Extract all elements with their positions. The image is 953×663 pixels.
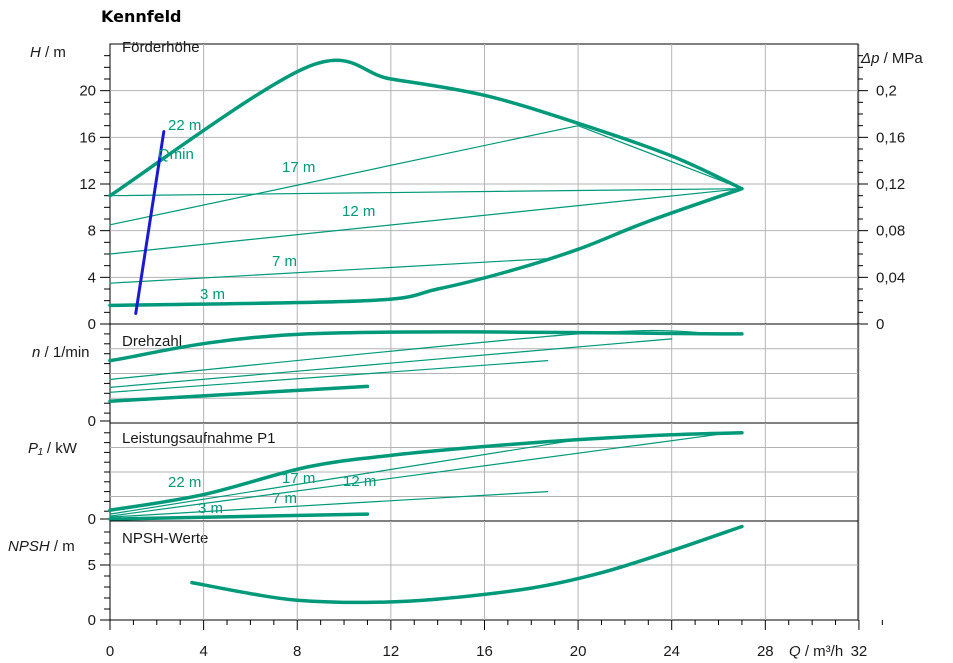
y-tick-label: 0 [88, 316, 96, 333]
grid [110, 44, 860, 324]
y-ticks: 0 4 8 12 16 20 [79, 55, 110, 333]
curve-npsh [190, 524, 744, 605]
y2-tick-label: 0,16 [876, 129, 905, 146]
grid [110, 521, 860, 620]
curve-7m [109, 360, 549, 393]
curve-7m [109, 491, 549, 518]
y2-tick-label: 0,08 [876, 223, 905, 240]
panel-drehzahl: Drehzahl n / 1/min 0 [32, 323, 860, 430]
curve-label-12m: 12 m [343, 473, 376, 490]
grid [110, 324, 860, 423]
curve-17m [109, 329, 720, 381]
curve-label-3m: 3 m [200, 286, 225, 303]
y2-ticks: 0 0,04 0,08 0,12 0,16 0,2 [858, 55, 905, 333]
y-axis-unit: / m [50, 538, 75, 555]
curves [190, 524, 744, 605]
curves [108, 329, 744, 403]
y2-tick-label: 0 [876, 316, 884, 333]
y-tick-label: 16 [79, 129, 96, 146]
y-axis-unit: / 1/min [40, 344, 89, 361]
curves [108, 58, 744, 315]
y2-tick-label: 0,2 [876, 83, 897, 100]
x-tick-label: 8 [293, 643, 301, 660]
curve-label-7m: 7 m [272, 253, 297, 270]
x-tick-label: 20 [570, 643, 587, 660]
curve-22m [108, 431, 744, 512]
y-axis-label: P₁ / kW [28, 440, 78, 457]
curve-3m [108, 512, 370, 521]
curve-22m [109, 188, 743, 197]
curve-12m [109, 432, 731, 517]
y2-tick-label: 0,04 [876, 269, 905, 286]
panel-title: Leistungsaufnahme P1 [122, 430, 275, 447]
curve-22m [108, 330, 744, 363]
y-tick-label: 5 [88, 557, 96, 574]
x-tick-label: 28 [757, 643, 774, 660]
y-ticks: 0 [88, 333, 110, 430]
y-axis-unit: / kW [43, 440, 78, 457]
y-axis-label: NPSH / m [8, 538, 75, 555]
y-axis-label: n / 1/min [32, 344, 90, 361]
y2-tick-label: 0,12 [876, 176, 905, 193]
x-axis-unit: / m³/h [801, 643, 844, 660]
panel-title: Förderhöhe [122, 39, 200, 56]
y-axis-unit: / m [41, 44, 66, 61]
x-tick-label: 12 [383, 643, 400, 660]
y-axis-var: H [30, 44, 41, 61]
curve-label-12m: 12 m [342, 203, 375, 220]
y-tick-label: 4 [88, 269, 96, 286]
y2-axis-unit: / MPa [879, 50, 923, 67]
x-tick-label: 0 [106, 643, 114, 660]
curve-label-7m: 7 m [272, 490, 297, 507]
curve-12m [109, 188, 743, 255]
y-tick-label: 12 [79, 176, 96, 193]
x-axis-var: Q [789, 643, 801, 660]
y2-axis-var: Δp [860, 50, 879, 67]
y-axis-var: n [32, 344, 40, 361]
y-tick-label: 0 [88, 413, 96, 430]
curve-17m [109, 439, 579, 515]
y-ticks: 0 [88, 432, 110, 528]
curves [108, 431, 744, 521]
x-tick-label: 24 [663, 643, 680, 660]
x-tick-label: 4 [199, 643, 207, 660]
curve-7m [109, 258, 549, 284]
panel-title: Drehzahl [122, 333, 182, 350]
panel-title: NPSH-Werte [122, 530, 208, 547]
y-tick-label: 8 [88, 223, 96, 240]
chart-title: Kennfeld [101, 7, 182, 26]
x-axis-label: Q / m³/h [789, 643, 843, 660]
y-axis-var: P₁ [28, 440, 43, 457]
panel-npsh: NPSH-Werte NPSH / m 05 [8, 520, 860, 629]
y-axis-label: H / m [30, 44, 66, 61]
curve-3m [108, 384, 370, 403]
panel-foerderhoehe: Förderhöhe H / m Δp / MPa 0 4 8 12 16 20 0 0,0… [30, 39, 923, 333]
y-tick-label: 0 [88, 612, 96, 629]
envelope-3m [108, 186, 744, 308]
envelope-max [108, 58, 744, 198]
panel-leistungsaufnahme: Leistungsaufnahme P1 P₁ / kW 0 22 m 17 m… [28, 422, 860, 528]
curve-label-3m: 3 m [198, 500, 223, 517]
y-ticks: 05 [88, 531, 110, 629]
curve-label-22m: 22 m [168, 474, 201, 491]
qmin-line [134, 130, 166, 315]
y2-axis-label: Δp / MPa [860, 50, 923, 67]
curve-label-17m: 17 m [282, 470, 315, 487]
x-tick-label: 32 [851, 643, 868, 660]
x-axis: 0 4 8 12 16 20 24 28 32 [106, 620, 883, 660]
curve-label-22m: 22 m [168, 117, 201, 134]
y-tick-label: 20 [79, 83, 96, 100]
y-axis-var: NPSH [8, 538, 50, 555]
qmin-label: Qmin [158, 146, 194, 163]
x-tick-label: 16 [476, 643, 493, 660]
curve-12m [109, 338, 673, 388]
y-tick-label: 0 [88, 511, 96, 528]
curve-label-17m: 17 m [282, 159, 315, 176]
curve-17m [109, 125, 743, 226]
